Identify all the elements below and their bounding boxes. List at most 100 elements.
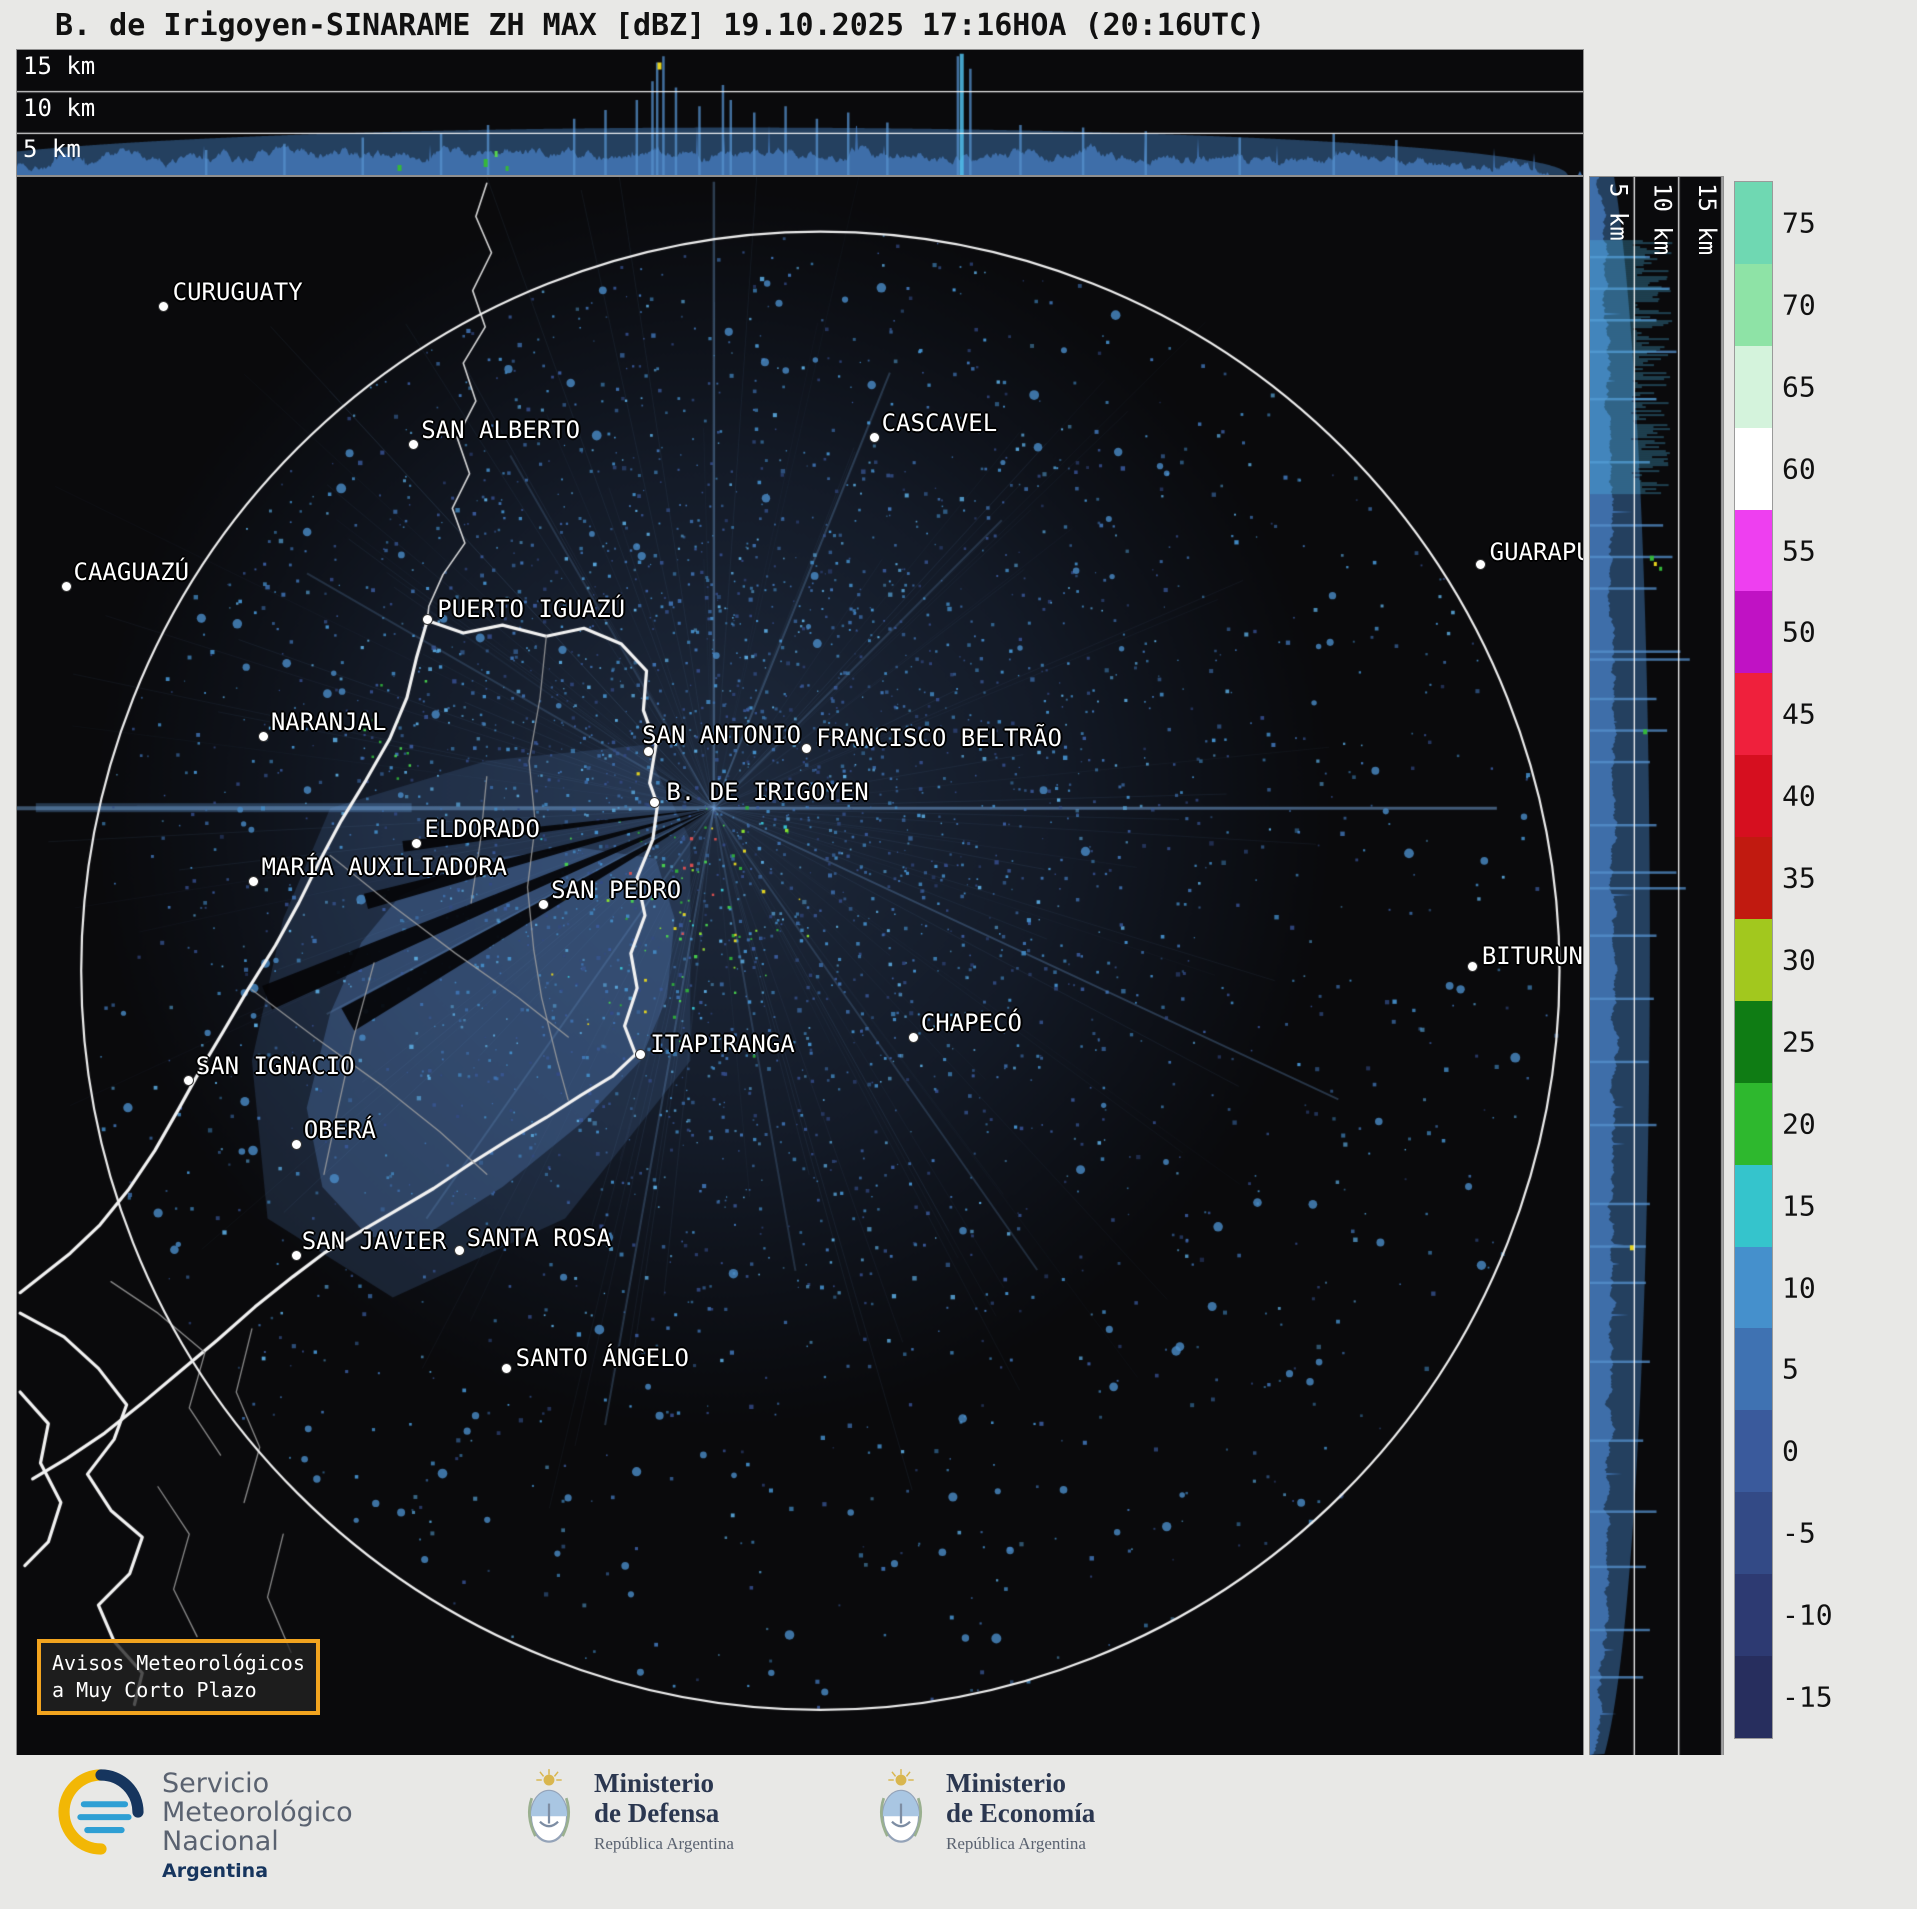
colorbar-band: [1735, 919, 1772, 1001]
colorbar-tick-label: 70: [1782, 288, 1816, 322]
smn-line: Nacional: [162, 1826, 279, 1858]
height-axis-label: 5 km: [23, 135, 81, 164]
top-profile-canvas: [17, 50, 1583, 175]
ministry-defensa: Ministerio de Defensa República Argentin…: [520, 1767, 734, 1855]
city-label: SAN ANTONIO: [642, 721, 802, 750]
side-profile-panel: 5 km 10 km 15 km: [1590, 177, 1723, 1755]
colorbar-band: [1735, 427, 1772, 510]
city-dot: [422, 613, 434, 625]
city-dot: [643, 746, 655, 758]
coat-of-arms-icon: [520, 1767, 578, 1855]
ministry-line: de Defensa: [594, 1798, 720, 1828]
city-label: NARANJAL: [270, 707, 387, 736]
colorbar-band: [1735, 1492, 1772, 1575]
top-profile-panel: 15 km 10 km 5 km: [17, 50, 1583, 175]
dbz-colorbar-ticks: 75 70 65 60 55 50 45 40 35 30 25 20 15 10 5 0 -5 -10 -15: [1782, 182, 1892, 1738]
colorbar-tick-label: -15: [1782, 1680, 1833, 1714]
city-label: BITURUNA: [1481, 942, 1583, 970]
colorbar-band: [1735, 1000, 1772, 1083]
height-axis-label: 15 km: [23, 52, 96, 80]
colorbar-tick-label: -5: [1782, 1516, 1816, 1550]
colorbar-band: [1735, 182, 1772, 264]
city-label: SAN JAVIER: [301, 1226, 447, 1255]
ministry-line: Ministerio: [594, 1767, 714, 1798]
city-dot: [500, 1363, 512, 1375]
city-label: CURUGUATY: [172, 278, 303, 307]
colorbar-band: [1735, 837, 1772, 920]
colorbar-band: [1735, 591, 1772, 674]
colorbar-tick-label: 25: [1782, 1025, 1816, 1059]
colorbar-band: [1735, 1574, 1772, 1657]
city-dot: [453, 1245, 465, 1257]
smn-line: Servicio: [162, 1768, 270, 1799]
smn-logo-icon: [58, 1769, 144, 1859]
colorbar-tick-label: 10: [1782, 1271, 1816, 1305]
ministry-subtitle: República Argentina: [594, 1834, 734, 1854]
city-dot: [1474, 558, 1486, 570]
radar-map-panel: CURUGUATY SAN ALBERTO CASCAVEL CAAGUAZÚ GUAR…: [17, 177, 1583, 1755]
colorbar-tick-label: 20: [1782, 1107, 1816, 1141]
height-axis-label: 10 km: [23, 93, 96, 122]
colorbar-tick-label: 40: [1782, 779, 1816, 813]
warning-box[interactable]: Avisos Meteorológicos a Muy Corto Plazo: [37, 1639, 320, 1715]
city-dot: [1466, 961, 1478, 972]
radar-map-canvas: [17, 177, 1583, 1755]
smn-country: Argentina: [162, 1860, 269, 1883]
city-dot: [538, 899, 550, 911]
city-dot: [907, 1032, 919, 1043]
colorbar-tick-label: 35: [1782, 861, 1816, 895]
ministry-economia: Ministerio de Economía República Argenti…: [872, 1767, 1095, 1855]
city-label: SAN ALBERTO: [421, 415, 581, 444]
colorbar-tick-label: 60: [1782, 452, 1816, 486]
side-profile-canvas: [1590, 177, 1723, 1755]
height-axis-label: 5 km: [1604, 183, 1633, 241]
colorbar-tick-label: 30: [1782, 943, 1816, 977]
colorbar-band: [1735, 755, 1772, 838]
city-label: CAAGUAZÚ: [73, 557, 190, 586]
height-axis-label: 15 km: [1693, 183, 1721, 256]
city-dot: [635, 1049, 647, 1061]
colorbar-band: [1735, 509, 1772, 592]
height-axis-label: 10 km: [1648, 183, 1677, 256]
city-label: SAN IGNACIO: [195, 1051, 355, 1080]
colorbar-tick-label: -10: [1782, 1598, 1833, 1632]
ministry-line: Ministerio: [946, 1767, 1066, 1798]
colorbar-band: [1735, 1328, 1772, 1411]
city-label: MARÍA AUXILIADORA: [261, 852, 508, 881]
city-dot: [801, 743, 813, 755]
ministry-defensa-text: Ministerio de Defensa República Argentin…: [594, 1768, 734, 1854]
smn-branding: Servicio Meteorológico Nacional Argentin…: [58, 1769, 353, 1882]
city-label: SANTO ÁNGELO: [515, 1344, 689, 1373]
colorbar-tick-label: 0: [1782, 1434, 1799, 1468]
city-label: B. DE IRIGOYEN: [666, 777, 869, 806]
colorbar-tick-label: 15: [1782, 1189, 1816, 1223]
colorbar-band: [1735, 1246, 1772, 1329]
city-label: SAN PEDRO: [551, 876, 682, 905]
colorbar-band: [1735, 1410, 1772, 1493]
city-label: OBERÁ: [303, 1116, 376, 1145]
city-dot: [290, 1249, 302, 1261]
city-dot: [411, 837, 423, 849]
colorbar-band: [1735, 1164, 1772, 1247]
city-dot: [157, 301, 169, 313]
city-dot: [408, 438, 420, 450]
colorbar-tick-label: 55: [1782, 534, 1816, 568]
colorbar-band: [1735, 1656, 1772, 1738]
coat-of-arms-icon: [872, 1767, 930, 1855]
dbz-colorbar: [1735, 182, 1772, 1738]
colorbar-tick-label: 65: [1782, 370, 1816, 404]
city-dot: [290, 1139, 302, 1151]
warning-line-1: Avisos Meteorológicos: [52, 1651, 305, 1675]
city-dot: [868, 432, 880, 444]
city-label: PUERTO IGUAZÚ: [437, 594, 626, 623]
colorbar-band: [1735, 263, 1772, 346]
colorbar-tick-label: 75: [1782, 206, 1816, 240]
colorbar-band: [1735, 1082, 1772, 1165]
city-dot: [649, 796, 661, 808]
ministry-line: de Economía: [946, 1798, 1096, 1828]
city-label: FRANCISCO BELTRÃO: [816, 724, 1062, 753]
city-label: ITAPIRANGA: [650, 1030, 795, 1059]
colorbar-tick-label: 50: [1782, 615, 1816, 649]
smn-line: Meteorológico: [162, 1797, 353, 1829]
